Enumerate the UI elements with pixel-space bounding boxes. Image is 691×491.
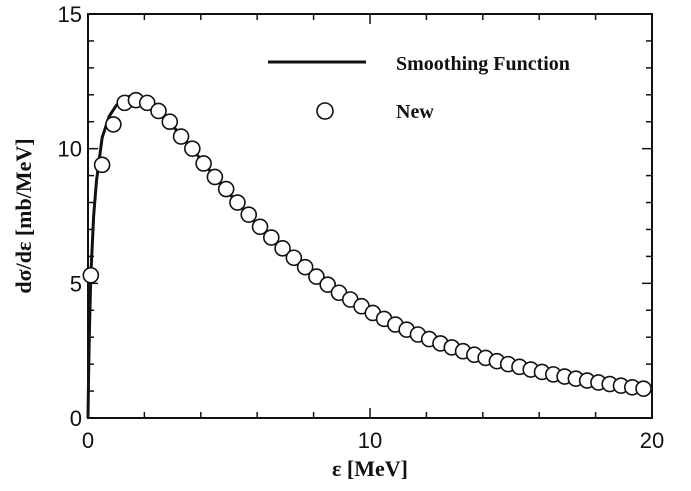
data-point	[206, 168, 224, 186]
data-point	[195, 155, 212, 172]
data-point	[308, 268, 325, 285]
legend-entry-new: New	[396, 101, 434, 123]
data-point	[240, 206, 258, 223]
x-tick-label: 10	[358, 428, 382, 453]
legend-circle-swatch	[316, 102, 334, 120]
y-axis-label: dσ/dε [mb/MeV]	[11, 138, 36, 293]
data-point	[105, 116, 122, 133]
data-point	[82, 266, 100, 284]
data-point	[251, 218, 269, 236]
y-tick-label: 5	[70, 271, 82, 296]
data-point	[635, 380, 652, 397]
data-point	[138, 94, 156, 112]
x-axis-label: ε [MeV]	[332, 456, 408, 481]
y-tick-label: 0	[70, 406, 82, 431]
data-point	[274, 240, 291, 257]
x-tick-label: 20	[640, 428, 664, 453]
data-point	[285, 249, 303, 267]
y-tick-label: 15	[58, 2, 82, 27]
data-point	[296, 258, 314, 276]
data-point	[262, 229, 280, 246]
legend-entry-smoothing-function: Smoothing Function	[396, 53, 570, 75]
data-point	[184, 140, 201, 157]
data-point	[161, 113, 179, 131]
data-point	[319, 276, 337, 293]
data-point	[217, 180, 235, 198]
data-point	[229, 194, 246, 211]
y-tick-label: 10	[58, 137, 82, 162]
data-point	[93, 156, 111, 174]
x-tick-label: 0	[82, 428, 94, 453]
data-point	[150, 102, 167, 120]
data-point	[172, 128, 190, 145]
